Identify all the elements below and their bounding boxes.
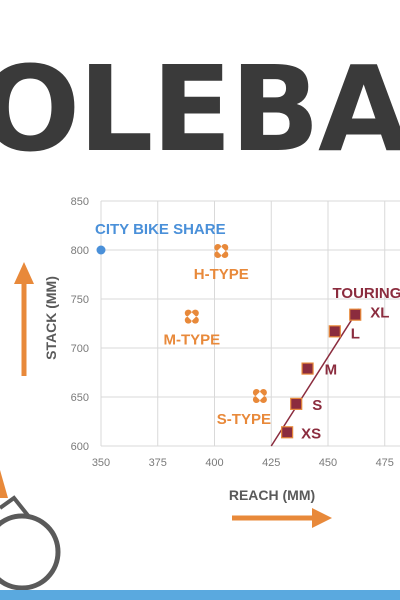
x-tick-label: 400 <box>205 457 223 469</box>
point-label: CITY BIKE SHARE <box>95 221 226 238</box>
y-tick-label: 700 <box>71 343 89 355</box>
chart-ticks: 350 375 400 425 450 475 600 650 700 750 800 850 <box>71 196 394 469</box>
x-tick-label: 375 <box>149 457 167 469</box>
touring-size-marker <box>301 362 314 375</box>
touring-size-label: XL <box>370 305 389 322</box>
point-marker <box>184 309 199 324</box>
bicycle-illustration <box>0 470 61 591</box>
touring-size-label: XS <box>301 425 321 442</box>
chart-marks: CITY BIKE SHARE H-TYPE M-TYPE S-TYPE XS S M L XL… <box>95 221 400 442</box>
touring-size-marker <box>281 426 294 439</box>
point-label: S-TYPE <box>217 411 271 428</box>
reach-arrow <box>232 508 332 528</box>
marker-center <box>187 312 197 321</box>
y-tick-label: 600 <box>71 441 89 453</box>
point-marker <box>214 243 229 258</box>
touring-size-label: L <box>351 325 360 342</box>
touring-size-marker <box>328 325 341 338</box>
touring-size-marker <box>290 397 303 410</box>
x-tick-label: 350 <box>92 457 110 469</box>
y-tick-label: 850 <box>71 196 89 208</box>
chart-grid <box>100 200 400 447</box>
touring-size-label: M <box>325 362 338 379</box>
y-tick-label: 650 <box>71 392 89 404</box>
stack-arrow <box>14 262 34 376</box>
title-banner: OLEBAR <box>0 62 400 174</box>
touring-series-label: TOURING B <box>333 285 400 302</box>
touring-trend-line <box>270 308 360 447</box>
bottom-accent-bar <box>0 590 400 600</box>
touring-size-label: S <box>312 397 322 414</box>
point-label: M-TYPE <box>163 332 220 349</box>
y-axis-label: STACK (MM) <box>43 276 59 360</box>
point-marker <box>252 389 267 404</box>
y-tick-label: 750 <box>71 294 89 306</box>
point-marker <box>96 245 106 255</box>
trend-line-group <box>270 308 360 447</box>
touring-size-marker <box>349 308 362 321</box>
marker-center <box>255 391 265 401</box>
x-tick-label: 450 <box>319 457 337 469</box>
x-tick-label: 425 <box>262 457 280 469</box>
x-tick-label: 475 <box>376 457 394 469</box>
x-axis-label: REACH (MM) <box>229 487 315 503</box>
y-tick-label: 800 <box>71 245 89 257</box>
banner-title: OLEBAR <box>0 62 400 174</box>
point-label: H-TYPE <box>194 266 249 283</box>
